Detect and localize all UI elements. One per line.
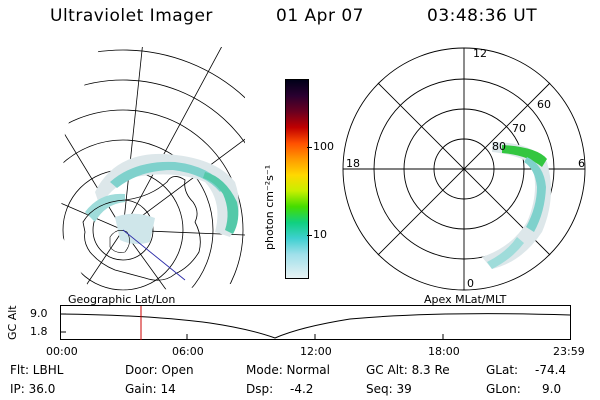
- ip-info: IP: 36.0: [10, 382, 56, 396]
- colorbar-tick: [307, 235, 312, 236]
- door-info: Door: Open: [125, 363, 194, 377]
- gc-alt-info: GC Alt: 8.3 Re: [366, 363, 450, 377]
- lat-label-80: 80: [492, 140, 506, 153]
- seq-info: Seq: 39: [366, 382, 412, 396]
- glat-value: -74.4: [535, 363, 567, 377]
- orbit-axis-label: GC Alt: [6, 305, 19, 340]
- date-label: 01 Apr 07: [276, 6, 364, 26]
- colorbar-tick-10: 10: [313, 228, 327, 241]
- filter-info: Flt: LBHL: [10, 363, 64, 377]
- mode-info: Mode: Normal: [246, 363, 330, 377]
- instrument-title: Ultraviolet Imager: [50, 6, 213, 26]
- orbit-xtick-2359: 23:59: [553, 345, 585, 358]
- coastline: [82, 176, 201, 281]
- colorbar-unit-label: photon cm⁻²s⁻¹: [263, 164, 276, 250]
- glon-label: GLon:: [486, 382, 521, 396]
- geographic-map: [60, 47, 245, 291]
- colorbar-tick-100: 100: [313, 140, 334, 153]
- color-scale-bar: [285, 79, 309, 279]
- dsp-value: -4.2: [290, 382, 314, 396]
- colorbar-tick: [307, 147, 312, 148]
- glat-label: GLat:: [486, 363, 519, 377]
- orbit-altitude-plot: [60, 305, 571, 340]
- mlt-label-18: 18: [346, 157, 360, 170]
- gain-info: Gain: 14: [125, 382, 176, 396]
- lat-label-60: 60: [537, 98, 551, 111]
- mlt-label-6: 6: [578, 157, 585, 170]
- mlt-label-0: 0: [467, 277, 474, 290]
- aurora-left: [85, 153, 239, 245]
- right-projection-label: Apex MLat/MLT: [424, 293, 507, 306]
- dsp-label: Dsp:: [246, 382, 274, 396]
- glon-value: 9.0: [542, 382, 562, 396]
- orbit-ytick-low: 1.8: [30, 325, 48, 338]
- orbit-xtick-0000: 00:00: [46, 345, 78, 358]
- mlt-label-12: 12: [473, 47, 487, 60]
- orbit-xtick-1800: 18:00: [428, 345, 460, 358]
- orbit-ytick-high: 9.0: [30, 307, 48, 320]
- left-projection-label: Geographic Lat/Lon: [68, 293, 176, 306]
- lat-label-70: 70: [512, 122, 526, 135]
- orbit-xtick-1200: 12:00: [300, 345, 332, 358]
- altitude-curve: [60, 313, 571, 339]
- aurora-polar: [482, 142, 551, 269]
- time-label: 03:48:36 UT: [427, 6, 538, 26]
- polar-mlt-plot: [342, 47, 586, 291]
- satellite-track: [122, 229, 186, 281]
- orbit-xtick-0600: 06:00: [172, 345, 204, 358]
